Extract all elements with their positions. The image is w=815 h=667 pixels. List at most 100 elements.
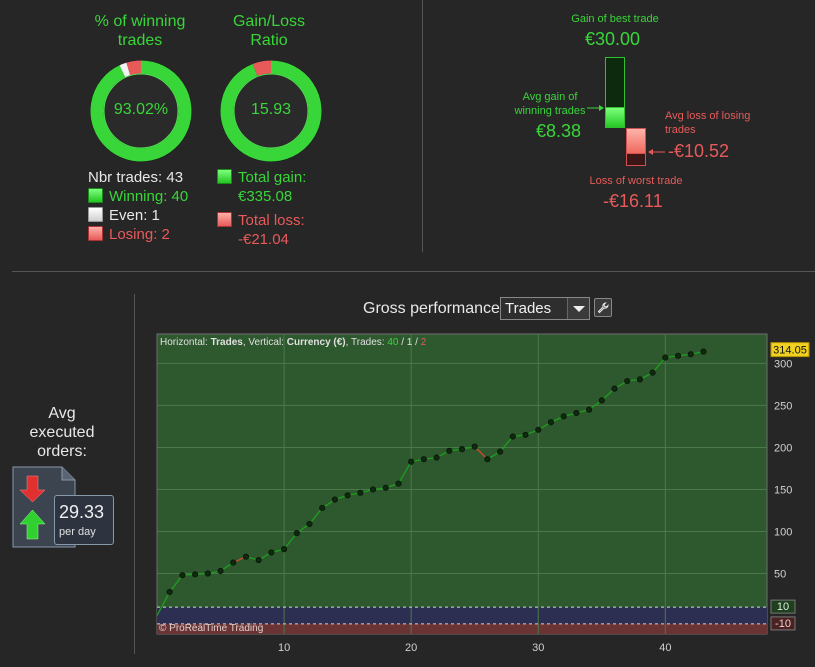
total-loss-value: -€21.04 (238, 231, 289, 248)
lower-line-label: -10 (775, 618, 791, 630)
info-win-count: 40 (387, 337, 399, 348)
data-point (293, 530, 300, 537)
total-gain-swatch (217, 169, 232, 184)
data-point (700, 348, 707, 355)
series-segment (499, 436, 514, 453)
worst-trade-value: -€16.11 (603, 191, 663, 211)
select-value: Trades (505, 300, 552, 317)
series-segment (283, 532, 298, 550)
chart-info-line: Horizontal: Trades, Vertical: Currency (… (160, 337, 426, 348)
donut-hole (103, 73, 179, 149)
avg-gain-arrow-icon (587, 105, 604, 111)
avg-orders-box: 29.33 per day (54, 495, 114, 545)
data-point (242, 553, 250, 560)
even-label: Even: 1 (109, 207, 160, 224)
data-point (687, 351, 694, 358)
data-point (357, 489, 364, 496)
info-prefix: Horizontal: (160, 337, 211, 348)
data-point (433, 454, 440, 461)
data-point (319, 504, 326, 512)
data-point (522, 431, 529, 438)
data-point (382, 484, 389, 491)
info-lose-count: 2 (420, 337, 427, 348)
info-sep1: / (398, 337, 407, 348)
chart-negative-zone (157, 623, 767, 634)
gainloss-title-line2: Ratio (250, 32, 288, 49)
data-point (369, 486, 377, 493)
data-point (636, 376, 644, 383)
donut-slice-loss (252, 60, 272, 77)
worst-trade-label: Loss of worst trade (589, 175, 683, 187)
data-point (624, 377, 631, 385)
data-point (573, 409, 580, 417)
series-segment (169, 574, 183, 593)
info-vertical: Currency (€) (286, 337, 346, 348)
legend-losing: Losing: 2 (88, 225, 170, 244)
total-gain-value: €335.08 (238, 188, 293, 205)
data-point (331, 496, 339, 503)
horizontal-axis-select[interactable]: Trades (500, 297, 590, 320)
winning-swatch (88, 188, 103, 203)
avg-orders-title: Avg executed orders: (20, 404, 104, 461)
y-tick-label: 200 (774, 442, 792, 454)
y-tick-label: 150 (774, 484, 792, 496)
donut-slice-gain (220, 60, 322, 162)
data-point (509, 433, 516, 440)
losing-swatch (88, 226, 103, 241)
data-point (395, 480, 402, 487)
chart-copyright: © ProRealTime Trading (159, 623, 263, 634)
series-segment (397, 461, 412, 484)
avg-gain-bar (605, 107, 625, 128)
orders-title-line1: Avg (48, 405, 76, 422)
info-mid: , Vertical: (242, 337, 287, 348)
gainloss-title-line1: Gain/Loss (232, 13, 306, 30)
x-tick-label: 30 (532, 642, 544, 654)
avg-gain-value: €8.38 (536, 121, 582, 141)
data-point (230, 559, 237, 566)
data-point (192, 571, 199, 578)
data-point (344, 492, 351, 499)
winning-trades-value: 93.02% (113, 101, 169, 118)
data-point (497, 448, 504, 455)
legend-winning: Winning: 40 (88, 187, 188, 206)
dropdown-arrow-icon[interactable] (567, 298, 589, 319)
winning-label: Winning: 40 (109, 188, 189, 205)
donut-slice-even (119, 62, 131, 78)
donut-slice-losing (126, 60, 142, 76)
data-point (166, 588, 173, 596)
data-point (204, 570, 211, 577)
total-loss-label: Total loss: (238, 212, 305, 229)
legend-total-loss: Total loss: (217, 211, 305, 230)
avg-gain-label: Avg gain of winning trades (505, 90, 595, 118)
y-tick-label: 100 (774, 526, 792, 538)
y-tick-label: 300 (774, 358, 792, 370)
bottom-vertical-divider (134, 294, 135, 654)
data-point (420, 456, 427, 463)
x-tick-label: 20 (405, 642, 417, 654)
avg-gain-label-line2: winning trades (514, 105, 586, 117)
last-value-box (770, 342, 810, 358)
chart-neutral-zone (157, 607, 767, 624)
donut-slice-winning (90, 60, 192, 162)
data-point (458, 446, 466, 453)
total-gain-label: Total gain: (238, 169, 307, 186)
orders-title-line3: orders: (37, 443, 87, 460)
x-tick-label: 10 (278, 642, 290, 654)
worst-trade-bar (626, 153, 646, 166)
data-point (585, 406, 593, 413)
donut-hole (233, 73, 309, 149)
winning-trades-donut (90, 60, 192, 162)
info-trades: , Trades: (345, 337, 388, 348)
series-segment (652, 357, 666, 374)
legend-total-gain: Total gain: (217, 168, 306, 187)
data-point (560, 413, 567, 420)
data-point (547, 419, 555, 426)
data-point (598, 397, 605, 404)
wrench-icon[interactable] (594, 298, 612, 317)
chart-plot-area (156, 333, 768, 635)
avg-gain-label-line1: Avg gain of (522, 91, 578, 103)
avg-loss-label-line2: trades (665, 124, 696, 136)
data-point (446, 447, 453, 454)
data-point (408, 458, 415, 465)
